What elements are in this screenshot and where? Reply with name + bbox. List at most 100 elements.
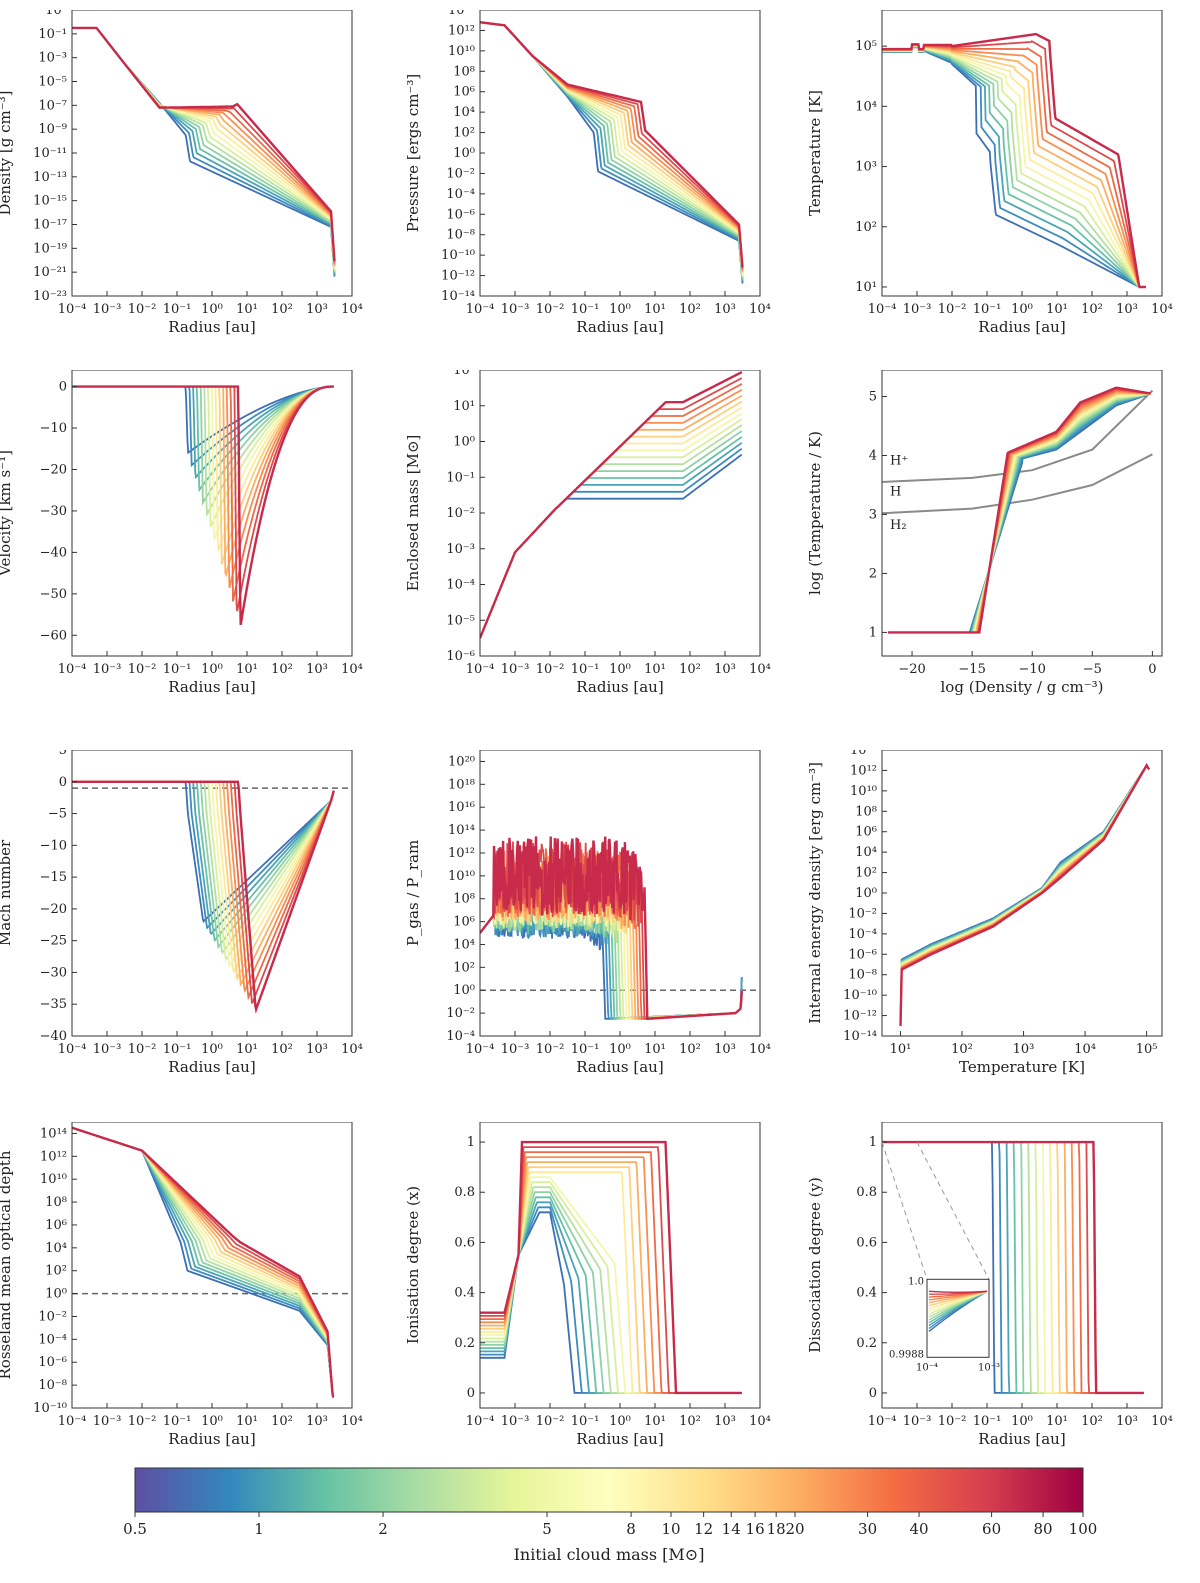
y-tick-label: 10¹⁸ <box>448 777 475 792</box>
y-tick-label: 10⁴ <box>453 937 475 952</box>
series-group <box>480 21 744 284</box>
x-tick-label: 10⁻³ <box>93 302 122 317</box>
colorbar-tick-label: 5 <box>542 1520 552 1538</box>
y-tick-label: 10¹² <box>448 23 475 38</box>
x-tick-label: 10⁴ <box>749 662 771 677</box>
x-tick-label: 10⁴ <box>1151 1414 1173 1429</box>
inset-y-label: 0.9988 <box>889 1349 924 1360</box>
y-tick-label: 10⁻²¹ <box>33 265 67 280</box>
inset-x-label: 10⁻³ <box>978 1362 1000 1373</box>
series-line-11 <box>888 390 1151 634</box>
series-line-5 <box>72 27 336 272</box>
y-tick-label: 10⁻¹ <box>38 27 67 42</box>
x-axis-label: Radius [au] <box>978 318 1065 336</box>
x-tick-label: 10⁻⁴ <box>466 662 495 677</box>
x-tick-label: 10⁻² <box>536 302 565 317</box>
x-axis-label: Radius [au] <box>978 1430 1065 1448</box>
series-line-0 <box>899 763 1150 1026</box>
series-line-8 <box>899 763 1150 1026</box>
x-tick-label: 10¹ <box>890 1042 912 1057</box>
x-tick-label: 10⁻³ <box>501 302 530 317</box>
y-tick-label: 10⁻¹³ <box>33 170 67 185</box>
y-tick-label: 10⁸ <box>45 1195 67 1210</box>
colorbar: 0.5 1 2 5 8 10 12 14 16 18 20 30 40 60 80 100 Initial cl… <box>0 1460 1200 1579</box>
y-tick-label: 10⁸ <box>855 804 877 819</box>
y-tick-label: 10¹⁰ <box>850 784 877 799</box>
series-line-8 <box>888 392 1151 634</box>
y-tick-label: 3 <box>869 507 877 522</box>
series-line-12 <box>480 21 744 270</box>
axes-frame <box>881 370 1163 657</box>
colorbar-tick-label: 12 <box>694 1520 713 1538</box>
axes-frame <box>71 1122 353 1409</box>
x-tick-label: 10⁻³ <box>93 662 122 677</box>
x-tick-label: 10³ <box>1116 1414 1138 1429</box>
y-tick-label: −5 <box>48 807 67 822</box>
y-tick-label: 1 <box>869 625 877 640</box>
series-line-6 <box>899 763 1150 1026</box>
y-tick-label: 0 <box>467 1386 475 1401</box>
y-axis-label: Mach number <box>0 839 14 946</box>
x-tick-label: 10² <box>951 1042 973 1057</box>
y-tick-label: −15 <box>40 870 67 885</box>
x-tick-label: 10² <box>679 302 701 317</box>
y-tick-label: 1 <box>467 1135 475 1150</box>
y-tick-label: 10⁻⁶ <box>38 1355 67 1370</box>
series-line-4 <box>480 430 743 639</box>
series-line-11 <box>480 21 744 271</box>
y-tick-label: 0.6 <box>454 1235 475 1250</box>
y-tick-label: −30 <box>40 504 67 519</box>
panel-p1: 10⁻⁴ 10⁻³ 10⁻² 10⁻¹ 10⁰ 10¹ 10² 10³ 10⁴ 10⁻²³ 10⁻²… <box>0 10 363 336</box>
series-group <box>899 762 1151 1026</box>
y-tick-label: 10¹⁰ <box>448 869 475 884</box>
y-tick-label: 10⁰ <box>453 983 475 998</box>
y-tick-label: 10⁴ <box>855 845 877 860</box>
series-line-1 <box>899 763 1150 1026</box>
x-tick-label: 10⁻⁴ <box>58 1414 87 1429</box>
series-line-14 <box>888 386 1151 634</box>
x-tick-label: 10⁰ <box>609 302 631 317</box>
x-tick-label: 10² <box>271 1042 293 1057</box>
y-axis-label: Temperature [K] <box>806 90 824 216</box>
y-tick-label: −20 <box>40 902 67 917</box>
y-tick-label: 10⁻³ <box>446 542 475 557</box>
inset-y-label: 1.0 <box>908 1276 924 1287</box>
x-tick-label: 10⁻⁴ <box>868 1414 897 1429</box>
series-line-2 <box>888 392 1151 634</box>
x-tick-label: 10⁰ <box>201 1042 223 1057</box>
x-tick-label: 10³ <box>1116 302 1138 317</box>
x-tick-label: 10² <box>679 662 701 677</box>
x-tick-label: 10² <box>1081 302 1103 317</box>
series-line-10 <box>72 27 336 266</box>
y-tick-label: 10⁻⁷ <box>38 98 67 113</box>
series-line-6 <box>888 392 1151 634</box>
y-tick-label: 10¹² <box>448 846 475 861</box>
y-axis-label: Dissociation degree (y) <box>806 1177 824 1353</box>
y-tick-label: 0 <box>59 380 67 395</box>
series-line-14 <box>72 1126 335 1398</box>
x-tick-label: 10⁻¹ <box>163 1042 192 1057</box>
x-tick-label: 10¹ <box>644 1414 666 1429</box>
x-tick-label: 10² <box>271 302 293 317</box>
series-line-4 <box>72 1126 334 1398</box>
y-axis-label: Ionisation degree (x) <box>404 1186 422 1344</box>
series-line-10 <box>480 21 744 272</box>
x-tick-label: 10⁻¹ <box>163 1414 192 1429</box>
panel-p10: 10⁻⁴ 10⁻³ 10⁻² 10⁻¹ 10⁰ 10¹ 10² 10³ 10⁴ 10⁻¹⁰ 10⁻⁸… <box>0 1122 363 1448</box>
series-line-5 <box>899 763 1150 1026</box>
colorbar-gradient <box>134 1467 1084 1513</box>
x-tick-label: 10⁰ <box>201 1414 223 1429</box>
y-tick-label: 10⁻⁴ <box>446 578 475 593</box>
series-group <box>72 385 334 625</box>
y-tick-label: 10¹⁴ <box>850 750 877 758</box>
y-tick-label: −30 <box>40 965 67 980</box>
y-tick-label: 10² <box>855 866 877 881</box>
y-tick-label: 0.8 <box>454 1185 475 1200</box>
series-line-13 <box>480 377 743 639</box>
x-tick-label: 10⁰ <box>201 302 223 317</box>
y-tick-label: −40 <box>40 545 67 560</box>
y-tick-label: 10⁻⁴ <box>38 1332 67 1347</box>
y-tick-label: 10⁻⁴ <box>446 1029 475 1044</box>
x-tick-label: 10² <box>679 1414 701 1429</box>
colorbar-tick-label: 100 <box>1069 1520 1098 1538</box>
